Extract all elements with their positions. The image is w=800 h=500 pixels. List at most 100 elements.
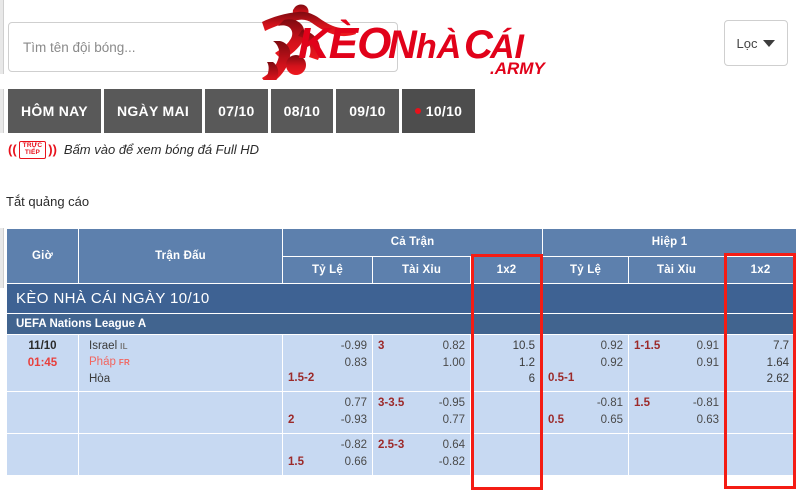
cell-full-overunder[interactable]: 3 0.82 1.00 <box>372 333 471 393</box>
player-silhouette-icon <box>262 4 356 80</box>
table-row[interactable]: 11/10 01:45 Israel IL Pháp FR Hòa 1.5-2 -0… <box>6 333 798 393</box>
draw-label: Hòa <box>89 372 111 385</box>
cell-time <box>6 433 79 477</box>
cell-half-overunder[interactable]: 1-1.5 0.91 0.91 <box>628 333 726 393</box>
date-tab-hom-nay[interactable]: HÔM NAY <box>8 89 101 133</box>
home-team: Israel IL <box>89 338 277 354</box>
live-stream-text[interactable]: Bấm vào để xem bóng đá Full HD <box>63 142 260 158</box>
cell-time: 11/10 01:45 <box>6 333 79 393</box>
cell-full-1x2[interactable] <box>469 391 544 435</box>
cell-half-overunder[interactable]: 1.5 -0.81 0.63 <box>628 391 726 435</box>
overunder-line: 2.5-3 <box>378 439 405 452</box>
cell-full-1x2[interactable] <box>469 433 544 477</box>
cell-half-1x2[interactable]: 7.7 1.64 2.62 <box>724 333 798 393</box>
odds-value-2: 0.83 <box>344 356 367 369</box>
col-header-full-odds[interactable]: Tỷ Lệ <box>282 255 373 284</box>
col-header-half-1x2[interactable]: 1x2 <box>724 255 798 284</box>
live-badge-line1: TRỰC <box>22 142 43 149</box>
col-header-time[interactable]: Giờ <box>6 228 79 284</box>
cell-full-overunder[interactable]: 3-3.5 -0.95 0.77 <box>372 391 471 435</box>
live-pill: TRỰC TIẾP <box>18 141 47 159</box>
cell-half-odds[interactable] <box>542 433 630 477</box>
col-header-full-1x2[interactable]: 1x2 <box>469 255 544 284</box>
handicap-value: 2 <box>288 414 295 427</box>
cell-half-overunder[interactable] <box>628 433 726 477</box>
col-header-match[interactable]: Trận Đấu <box>78 228 283 284</box>
cell-full-1x2[interactable]: 10.5 1.2 6 <box>469 333 544 393</box>
overunder-value-2: 1.00 <box>442 356 465 369</box>
filter-button[interactable]: Lọc <box>724 20 788 66</box>
table-row[interactable]: 1.5 -0.82 0.66 2.5-3 0.64 -0.82 <box>6 433 798 477</box>
col-header-half-overunder[interactable]: Tài Xỉu <box>628 255 726 284</box>
col-header-full-overunder[interactable]: Tài Xỉu <box>372 255 471 284</box>
odds-1: 7.7 <box>773 340 790 352</box>
date-tab-label: 10/10 <box>425 103 463 119</box>
date-tab-08-10[interactable]: 08/10 <box>270 89 334 133</box>
page-edge-top <box>0 0 4 22</box>
away-team-name: Pháp <box>89 356 116 369</box>
odds-value-2: -0.93 <box>340 413 367 426</box>
page-edge-table <box>0 228 4 288</box>
date-tab-09-10[interactable]: 09/10 <box>336 89 399 133</box>
col-header-half-odds[interactable]: Tỷ Lệ <box>542 255 630 284</box>
cell-match <box>78 433 283 477</box>
odds-2: 6 <box>528 373 536 386</box>
top-bar <box>0 22 800 74</box>
date-tab-label: 08/10 <box>283 103 321 119</box>
cell-match <box>78 391 283 435</box>
svg-text:.ARMY: .ARMY <box>490 59 546 78</box>
overunder-value-1: 0.82 <box>442 340 465 352</box>
overunder-line: 3 <box>378 340 385 352</box>
date-tab-ngay-mai[interactable]: NGÀY MAI <box>103 89 203 133</box>
svg-text:C: C <box>464 23 494 67</box>
overunder-value-1: -0.95 <box>438 397 465 410</box>
cell-half-odds[interactable]: 0.5-1 0.92 0.92 <box>542 333 630 393</box>
home-team-name: Israel <box>89 340 118 352</box>
overunder-value-2: 0.77 <box>442 413 465 426</box>
live-stream-banner[interactable]: (( TRỰC TIẾP )) Bấm vào để xem bóng đá F… <box>8 141 259 159</box>
away-country-code: FR <box>118 358 131 368</box>
overunder-line: 3-3.5 <box>378 397 405 410</box>
odds-value-1: 0.92 <box>600 340 624 352</box>
overunder-value-1: 0.91 <box>696 340 720 352</box>
svg-text:ÁI: ÁI <box>489 28 526 66</box>
page-edge-search <box>0 22 4 74</box>
handicap-value: 0.5 <box>548 414 565 427</box>
col-group-header-first-half: Hiệp 1 <box>542 228 798 257</box>
league-row[interactable]: UEFA Nations League A <box>5 313 798 335</box>
league-label: UEFA Nations League A <box>5 313 798 335</box>
live-badge-line2: TIẾP <box>24 148 41 156</box>
page-edge-tabs <box>0 89 4 133</box>
cell-time <box>6 391 79 435</box>
cell-half-1x2[interactable] <box>724 391 798 435</box>
overunder-value-1: 0.64 <box>442 439 465 452</box>
turn-off-ads-link[interactable]: Tắt quảng cáo <box>6 194 90 209</box>
search-box[interactable] <box>8 22 398 72</box>
odds-value-2: 0.65 <box>600 413 624 426</box>
home-country-code: IL <box>120 342 128 351</box>
cell-half-odds[interactable]: 0.5 -0.81 0.65 <box>542 391 630 435</box>
date-tab-07-10[interactable]: 07/10 <box>205 89 268 133</box>
match-time: 01:45 <box>27 356 58 369</box>
cell-full-odds[interactable]: 1.5 -0.82 0.66 <box>282 433 373 477</box>
cell-match[interactable]: Israel IL Pháp FR Hòa <box>78 333 283 393</box>
cell-full-overunder[interactable]: 2.5-3 0.64 -0.82 <box>372 433 471 477</box>
cell-full-odds[interactable]: 1.5-2 -0.99 0.83 <box>282 333 373 393</box>
overunder-line: 1.5 <box>634 397 651 410</box>
table-header-row-sub: Tỷ Lệ Tài Xỉu 1x2 Tỷ Lệ Tài Xỉu 1x2 <box>7 255 798 284</box>
odds-x: 1.64 <box>766 356 790 369</box>
overunder-line: 1-1.5 <box>634 340 661 352</box>
table-header-row-group: Giờ Trận Đấu Cả Trận Hiệp 1 <box>6 228 798 284</box>
match-date: 11/10 <box>28 340 57 352</box>
date-tab-10-10[interactable]: 10/10 <box>401 89 476 133</box>
odds-value-1: -0.82 <box>340 439 367 452</box>
away-team: Pháp FR <box>89 354 277 370</box>
filter-button-label: Lọc <box>736 35 758 51</box>
cell-full-odds[interactable]: 2 0.77 -0.93 <box>282 391 373 435</box>
col-group-header-full-match: Cả Trận <box>281 228 544 257</box>
table-row[interactable]: 2 0.77 -0.93 3-3.5 -0.95 0.77 0.5 -0.81 … <box>6 391 798 435</box>
cell-half-1x2[interactable] <box>724 433 798 477</box>
date-banner-row: KÈO NHÀ CÁI NGÀY 10/10 <box>5 283 798 314</box>
date-tab-label: 07/10 <box>218 103 255 119</box>
